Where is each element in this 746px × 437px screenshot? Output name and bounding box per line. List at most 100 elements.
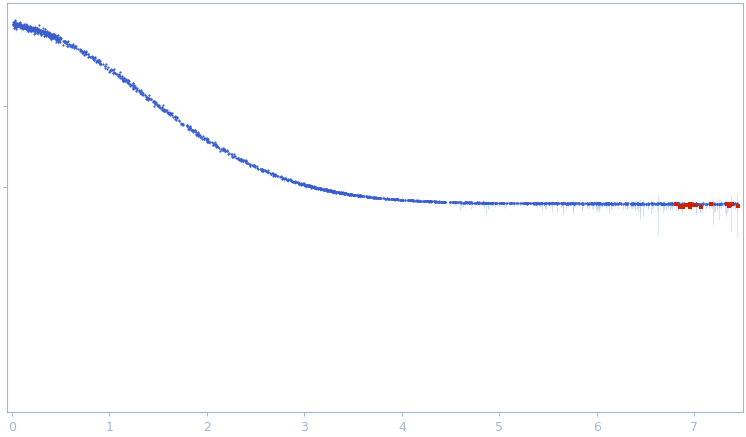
Point (175, 120, 187, 127)
Point (402, 197, 414, 204)
Point (465, 199, 477, 206)
Point (54, 36, 66, 43)
Point (29, 28, 41, 35)
Point (43, 32, 54, 39)
Point (586, 200, 598, 207)
Point (281, 177, 293, 184)
Point (298, 182, 310, 189)
Point (299, 182, 311, 189)
Point (344, 191, 356, 198)
Point (348, 191, 360, 198)
Point (9, 17, 21, 24)
Point (44, 29, 56, 36)
Point (712, 200, 724, 207)
Point (304, 183, 316, 190)
Point (327, 188, 339, 195)
Point (490, 199, 502, 206)
Point (328, 188, 340, 195)
Point (535, 200, 547, 207)
Point (545, 200, 557, 207)
Point (363, 193, 375, 200)
Point (690, 200, 702, 207)
Point (453, 199, 465, 206)
Point (301, 182, 313, 189)
Point (326, 188, 338, 195)
Point (48, 32, 60, 39)
Point (621, 201, 633, 208)
Point (27, 27, 39, 34)
Point (489, 199, 501, 206)
Point (16, 25, 28, 32)
Point (326, 187, 338, 194)
Point (46, 31, 57, 38)
Point (629, 200, 641, 207)
Point (471, 199, 483, 206)
Point (624, 200, 636, 207)
Point (142, 97, 154, 104)
Point (327, 187, 339, 194)
Point (653, 200, 665, 207)
Point (340, 190, 352, 197)
Point (324, 187, 336, 194)
Point (36, 28, 48, 35)
Point (516, 199, 528, 206)
Point (625, 200, 637, 207)
Point (14, 23, 26, 30)
Point (59, 37, 71, 44)
Point (256, 166, 268, 173)
Point (40, 31, 51, 38)
Point (665, 200, 677, 207)
Point (91, 57, 103, 64)
Point (336, 189, 348, 196)
Point (117, 76, 129, 83)
Point (543, 200, 555, 207)
Point (320, 187, 332, 194)
Point (289, 179, 301, 186)
Point (36, 28, 48, 35)
Point (626, 200, 638, 207)
Point (207, 142, 219, 149)
Point (172, 113, 184, 120)
Point (592, 200, 604, 207)
Point (164, 109, 176, 116)
Point (101, 65, 113, 72)
Point (333, 189, 345, 196)
Point (321, 186, 333, 193)
Point (364, 194, 376, 201)
Point (363, 193, 374, 200)
Point (673, 200, 685, 207)
Point (330, 189, 342, 196)
Point (211, 143, 223, 150)
Point (189, 127, 201, 134)
Point (396, 197, 408, 204)
Point (572, 200, 584, 207)
Point (568, 200, 580, 207)
Point (721, 200, 733, 207)
Point (512, 200, 524, 207)
Point (627, 200, 639, 207)
Point (666, 200, 678, 207)
Point (303, 182, 315, 189)
Point (588, 200, 600, 207)
Point (557, 200, 568, 207)
Point (46, 32, 58, 39)
Point (477, 199, 489, 206)
Point (223, 149, 235, 156)
Point (567, 200, 579, 207)
Point (298, 180, 310, 187)
Point (148, 97, 160, 104)
Point (18, 23, 30, 30)
Point (22, 23, 34, 30)
Point (619, 200, 631, 207)
Point (10, 25, 22, 32)
Point (433, 198, 445, 205)
Point (680, 200, 692, 207)
Point (683, 200, 695, 207)
Point (304, 182, 316, 189)
Point (412, 198, 424, 205)
Point (602, 200, 614, 207)
Point (50, 35, 62, 42)
Point (43, 32, 55, 39)
Point (313, 184, 325, 191)
Point (89, 54, 101, 61)
